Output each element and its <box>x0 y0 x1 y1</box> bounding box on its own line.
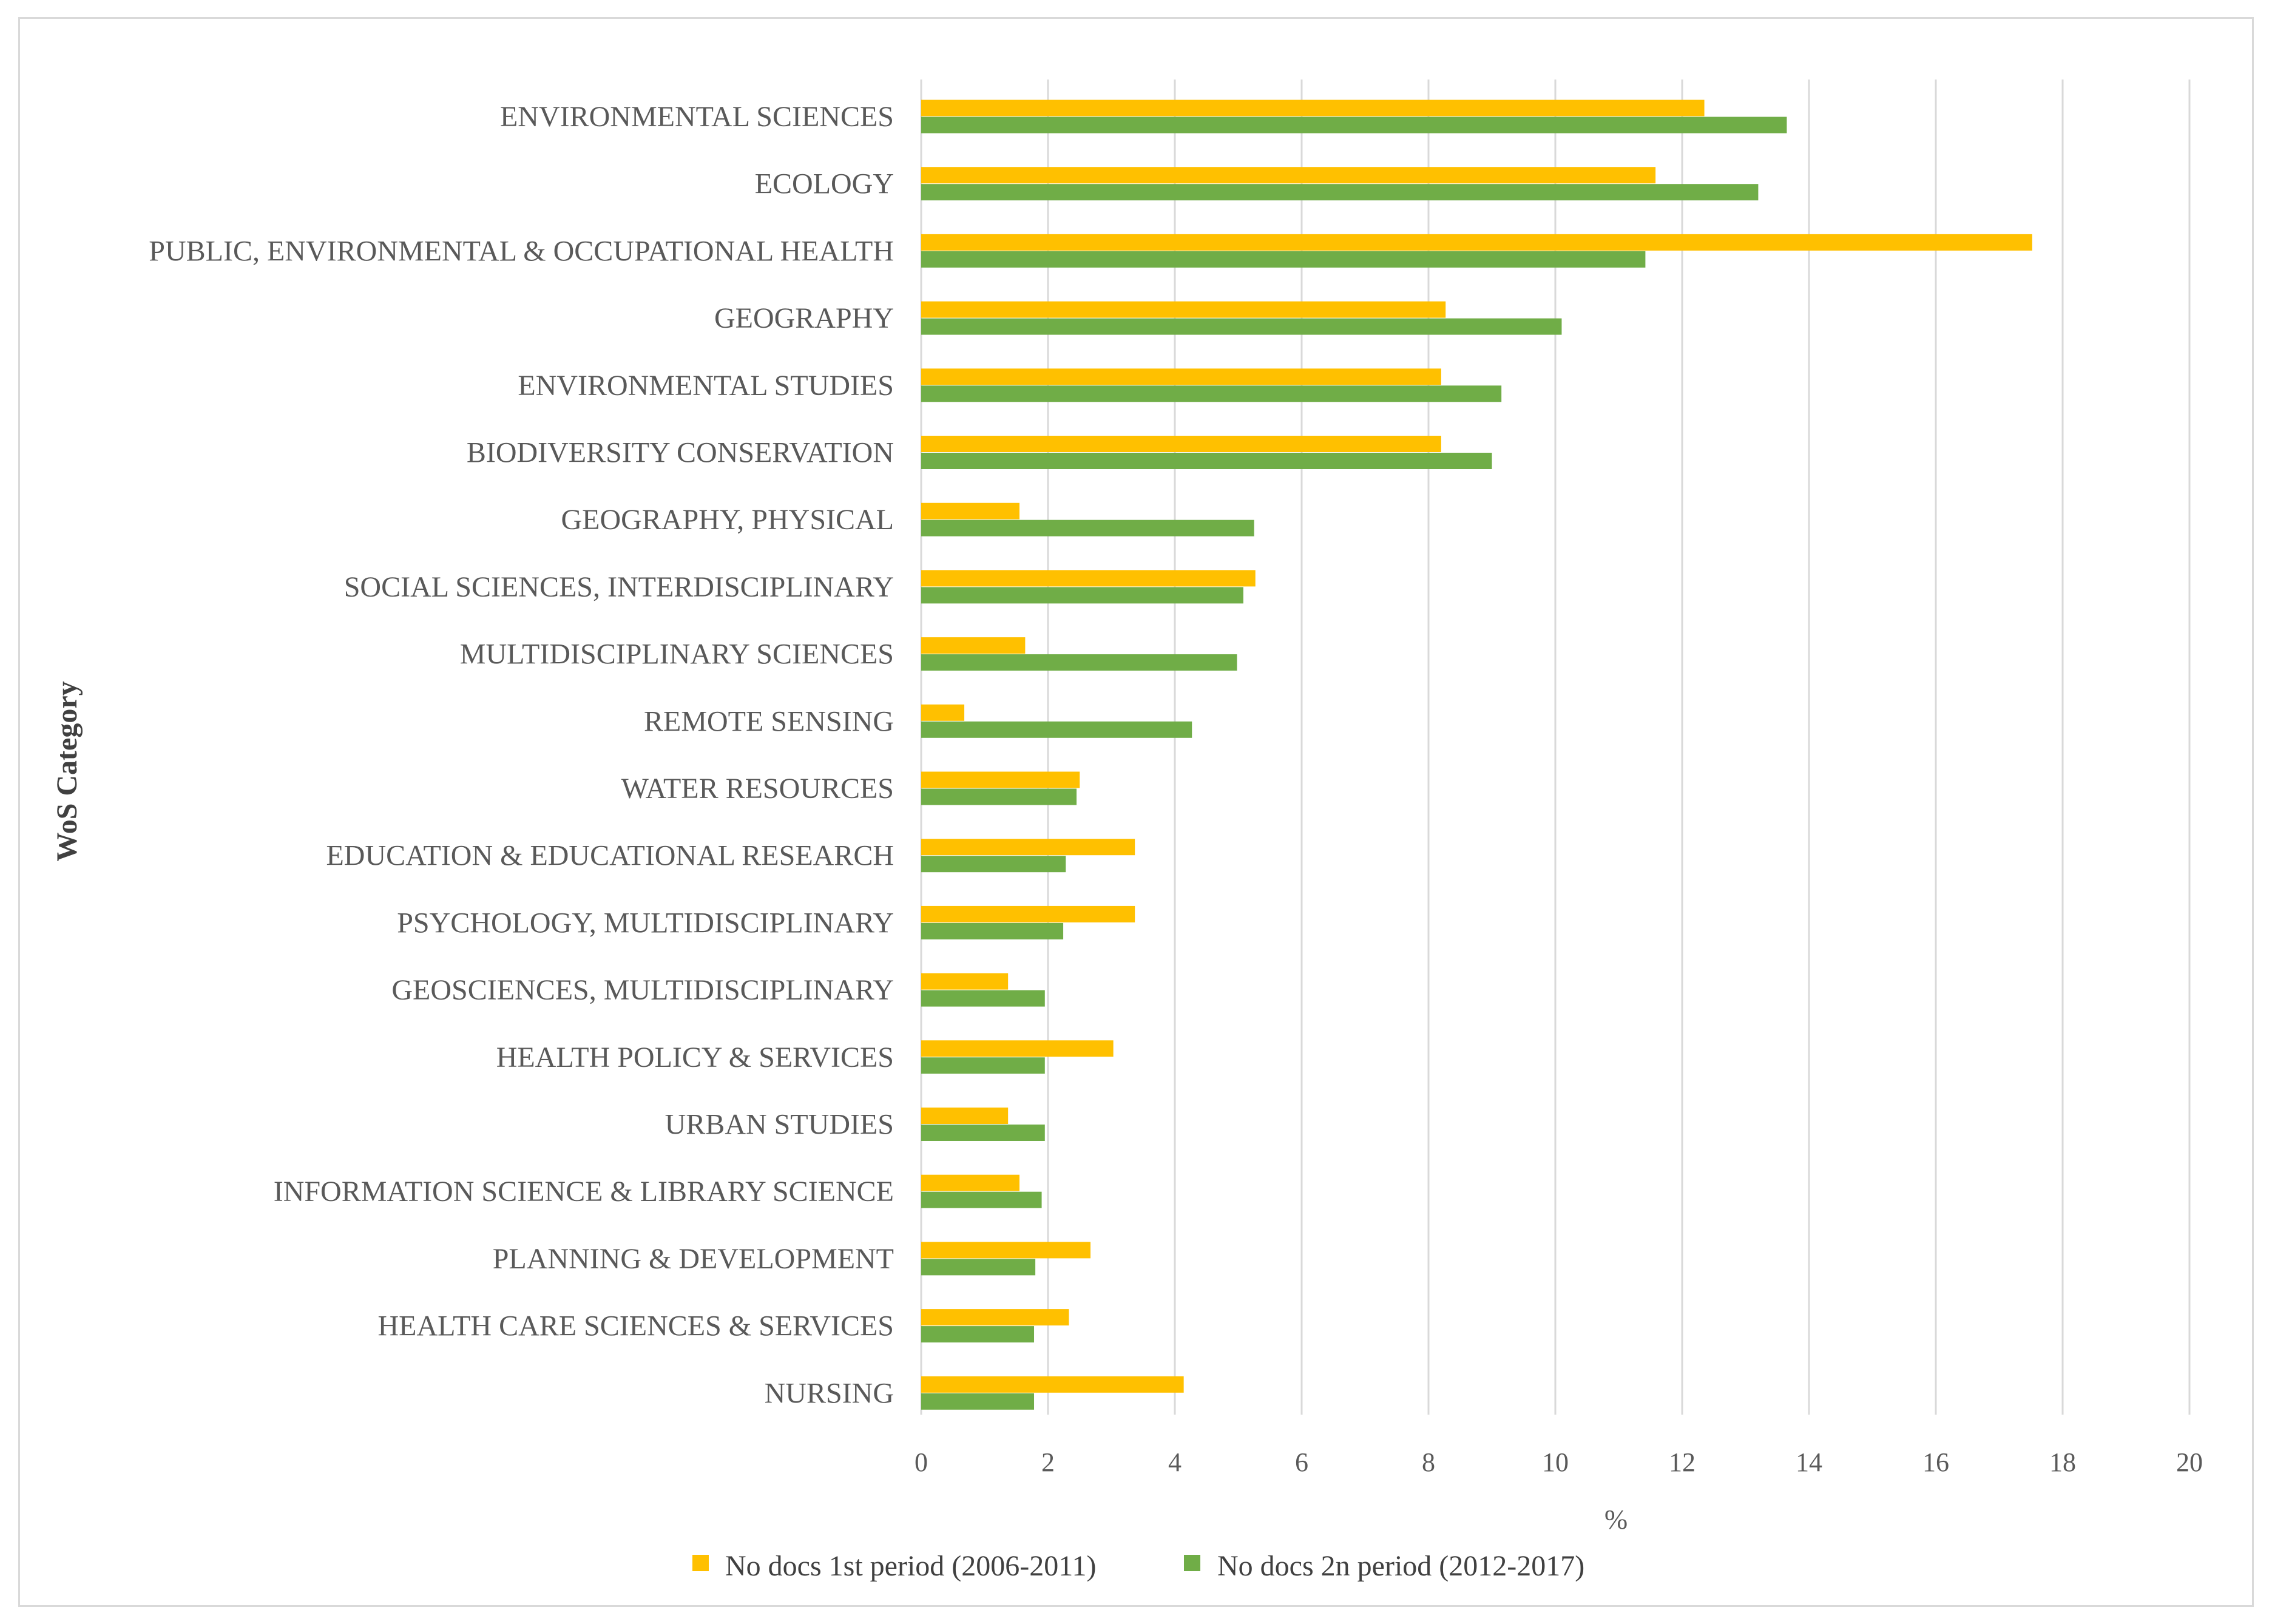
bars <box>921 100 2032 1410</box>
bar-series-2 <box>921 587 1243 604</box>
bar-series-1 <box>921 905 1135 922</box>
x-tick-label-16: 16 <box>1922 1447 1949 1477</box>
bar-series-2 <box>921 1259 1036 1276</box>
legend-swatch-series-1 <box>692 1555 709 1571</box>
bar-series-1 <box>921 301 1446 318</box>
bar-series-1 <box>921 637 1026 654</box>
legend: No docs 1st period (2006-2011) No docs 2… <box>692 1550 1584 1582</box>
bar-series-2 <box>921 788 1077 805</box>
bar-series-2 <box>921 1125 1045 1141</box>
bar-series-2 <box>921 385 1502 402</box>
y-axis-title: WoS Category <box>51 681 83 861</box>
bar-series-2 <box>921 1057 1045 1074</box>
category-label: HEALTH CARE SCIENCES & SERVICES <box>378 1310 894 1342</box>
x-tick-label-12: 12 <box>1669 1447 1696 1477</box>
bar-series-2 <box>921 990 1045 1007</box>
bar-series-2 <box>921 453 1492 469</box>
category-label: URBAN STUDIES <box>665 1109 894 1141</box>
category-label: HEALTH POLICY & SERVICES <box>496 1041 894 1074</box>
bar-series-1 <box>921 1376 1184 1393</box>
bar-series-1 <box>921 1040 1114 1057</box>
category-label: EDUCATION & EDUCATIONAL RESEARCH <box>326 840 894 872</box>
bar-series-1 <box>921 570 1256 587</box>
category-label: PSYCHOLOGY, MULTIDISCIPLINARY <box>397 907 894 939</box>
bar-series-1 <box>921 502 1019 519</box>
category-label: NURSING <box>765 1377 894 1409</box>
category-label: MULTIDISCIPLINARY SCIENCES <box>460 638 894 671</box>
x-tick-label-8: 8 <box>1422 1447 1435 1477</box>
category-label: GEOGRAPHY, PHYSICAL <box>561 504 894 536</box>
x-tick-label-6: 6 <box>1295 1447 1308 1477</box>
category-label: GEOGRAPHY <box>714 302 894 334</box>
category-label: GEOSCIENCES, MULTIDISCIPLINARY <box>391 974 894 1006</box>
x-axis-title: % <box>1604 1504 1628 1535</box>
chart-frame: ENVIRONMENTAL SCIENCES ECOLOGY PUBLIC, ENV… <box>18 17 2254 1607</box>
x-tick-label-2: 2 <box>1041 1447 1055 1477</box>
x-tick-label-14: 14 <box>1796 1447 1822 1477</box>
category-label: PLANNING & DEVELOPMENT <box>493 1243 894 1275</box>
bar-series-2 <box>921 654 1237 671</box>
x-tick-label-4: 4 <box>1168 1447 1182 1477</box>
x-tick-label-0: 0 <box>915 1447 928 1477</box>
bar-series-2 <box>921 1326 1035 1343</box>
legend-label-series-2: No docs 2n period (2012-2017) <box>1217 1550 1584 1582</box>
x-tick-labels: 0 2 4 6 8 10 12 14 16 18 20 <box>915 1447 2203 1477</box>
category-label: PUBLIC, ENVIRONMENTAL & OCCUPATIONAL HEA… <box>149 235 894 267</box>
category-label: ENVIRONMENTAL STUDIES <box>518 370 894 402</box>
bar-series-1 <box>921 1108 1009 1124</box>
bar-series-1 <box>921 368 1441 385</box>
bar-series-1 <box>921 167 1656 184</box>
gridlines <box>920 80 2191 1415</box>
bar-series-1 <box>921 771 1080 788</box>
category-labels: ENVIRONMENTAL SCIENCES ECOLOGY PUBLIC, ENV… <box>149 101 894 1409</box>
category-label: WATER RESOURCES <box>621 773 894 805</box>
bar-series-1 <box>921 436 1441 452</box>
bar-series-2 <box>921 184 1759 201</box>
bar-series-2 <box>921 1191 1042 1208</box>
x-tick-label-10: 10 <box>1542 1447 1569 1477</box>
category-label: REMOTE SENSING <box>644 705 894 737</box>
legend-label-series-1: No docs 1st period (2006-2011) <box>725 1550 1096 1582</box>
bar-series-2 <box>921 1393 1035 1410</box>
category-label: ECOLOGY <box>755 168 894 200</box>
bar-series-2 <box>921 721 1192 738</box>
bar-series-1 <box>921 704 965 721</box>
category-label: SOCIAL SCIENCES, INTERDISCIPLINARY <box>344 571 894 603</box>
bar-series-2 <box>921 519 1254 536</box>
bar-series-1 <box>921 1174 1019 1191</box>
bar-series-2 <box>921 117 1787 134</box>
bar-series-1 <box>921 839 1135 856</box>
category-label: INFORMATION SCIENCE & LIBRARY SCIENCE <box>274 1176 894 1208</box>
bar-series-1 <box>921 234 2032 251</box>
bar-series-1 <box>921 973 1009 990</box>
bar-series-2 <box>921 251 1646 268</box>
bar-series-1 <box>921 1242 1091 1259</box>
bar-series-1 <box>921 100 1705 117</box>
bar-series-2 <box>921 922 1064 939</box>
x-tick-label-20: 20 <box>2176 1447 2203 1477</box>
x-tick-label-18: 18 <box>2049 1447 2076 1477</box>
bar-series-2 <box>921 318 1562 335</box>
category-label: BIODIVERSITY CONSERVATION <box>467 437 894 469</box>
category-label: ENVIRONMENTAL SCIENCES <box>500 101 894 133</box>
bar-chart: ENVIRONMENTAL SCIENCES ECOLOGY PUBLIC, ENV… <box>51 80 2203 1582</box>
legend-swatch-series-2 <box>1184 1555 1200 1571</box>
bar-series-1 <box>921 1309 1069 1326</box>
bar-series-2 <box>921 856 1066 873</box>
